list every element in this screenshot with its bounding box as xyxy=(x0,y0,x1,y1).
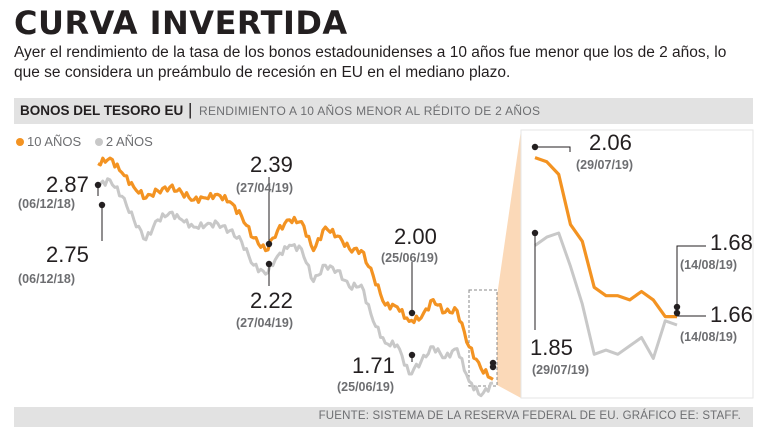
inset-chart-lines xyxy=(534,156,678,360)
marker-end-2y xyxy=(489,363,497,371)
annotation-value-275: 2.75 xyxy=(46,242,89,267)
main-chart-lines xyxy=(97,156,494,398)
page-title: CURVA INVERTIDA xyxy=(14,4,348,42)
annotation-date-287: (06/12/18) xyxy=(18,197,75,211)
marker-200 xyxy=(408,309,416,317)
inset-value-185: 1.85 xyxy=(530,335,573,360)
inset-value-168: 1.68 xyxy=(710,230,753,255)
leader-168 xyxy=(676,245,706,307)
legend-swatch-2y xyxy=(94,138,103,146)
marker-222 xyxy=(265,260,273,268)
inset-marker-168 xyxy=(673,303,681,311)
chart-header-band: BONOS DEL TESORO EU | RENDIMIENTO A 10 A… xyxy=(14,98,753,124)
annotation-date-222: (27/04/19) xyxy=(236,316,293,330)
series-line-2y xyxy=(97,177,494,398)
legend-label-10y: 10 AÑOS xyxy=(27,134,82,149)
marker-287 xyxy=(94,181,102,189)
legend-swatch-10y xyxy=(16,138,24,146)
legend: 10 AÑOS 2 AÑOS xyxy=(16,134,163,149)
legend-item-2y: 2 AÑOS xyxy=(94,134,153,149)
source-footer: FUENTE: SISTEMA DE LA RESERVA FEDERAL DE… xyxy=(14,407,753,427)
annotation-date-171: (25/06/19) xyxy=(337,380,394,394)
annotation-value-200: 2.00 xyxy=(394,224,437,249)
annotation-date-200: (25/06/19) xyxy=(381,251,438,265)
inset-markers xyxy=(531,143,681,317)
main-leaders xyxy=(97,177,413,362)
legend-label-2y: 2 AÑOS xyxy=(105,134,153,149)
inset-date-166: (14/08/19) xyxy=(680,330,737,344)
leader-206 xyxy=(535,146,571,152)
inset-value-206: 2.06 xyxy=(589,130,632,155)
inset-date-168: (14/08/19) xyxy=(680,258,737,272)
inset-marker-206 xyxy=(531,143,539,151)
main-markers xyxy=(94,181,497,371)
series-line-10y xyxy=(97,156,494,381)
annotation-value-222: 2.22 xyxy=(250,288,293,313)
inset-date-206: (29/07/19) xyxy=(576,158,633,172)
marker-275 xyxy=(98,201,106,209)
inset-marker-185 xyxy=(531,229,539,237)
band-title: BONOS DEL TESORO EU xyxy=(20,103,184,118)
inset-date-185: (29/07/19) xyxy=(532,363,589,377)
legend-item-10y: 10 AÑOS xyxy=(16,134,81,149)
inset-series-line-10y xyxy=(534,156,677,319)
annotation-value-287: 2.87 xyxy=(46,172,89,197)
inset-annotation-labels: 2.06 (29/07/19) 1.85 (29/07/19) 1.68 (14… xyxy=(530,130,753,377)
annotation-date-275: (06/12/18) xyxy=(18,272,75,286)
annotation-date-239: (27/04/19) xyxy=(236,181,293,195)
band-description: RENDIMIENTO A 10 AÑOS MENOR AL RÉDITO DE… xyxy=(199,104,541,118)
source-text: FUENTE: SISTEMA DE LA RESERVA FEDERAL DE… xyxy=(318,410,741,422)
marker-239 xyxy=(265,240,273,248)
annotation-value-171: 1.71 xyxy=(352,353,395,378)
band-separator: | xyxy=(188,100,193,119)
subtitle: Ayer el rendimiento de la tasa de los bo… xyxy=(14,44,727,81)
inset-marker-166 xyxy=(673,309,681,317)
marker-171 xyxy=(408,351,416,359)
inset-value-166: 1.66 xyxy=(710,302,753,327)
zoom-funnel xyxy=(497,130,521,398)
main-annotation-labels: 2.87 (06/12/18) 2.75 (06/12/18) 2.39 (27… xyxy=(18,152,438,394)
zoom-box xyxy=(468,289,498,387)
annotation-value-239: 2.39 xyxy=(250,152,293,177)
inset-series-line-2y xyxy=(534,231,678,360)
